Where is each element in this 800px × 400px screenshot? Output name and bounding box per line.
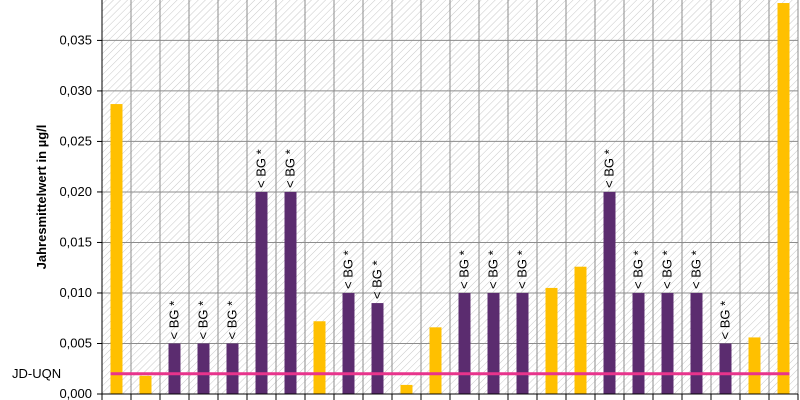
bar [342,292,355,394]
bar-label: < BG * [167,301,182,340]
bar [777,3,790,395]
bar-label: < BG * [689,250,704,289]
bar-label: < BG * [515,250,530,289]
bar [284,191,297,394]
bar [632,292,645,394]
bar [110,104,123,395]
bar-label: < BG * [254,149,269,188]
bar [516,292,529,394]
bars [110,3,790,395]
bar [429,327,442,394]
bar-label: < BG * [283,149,298,188]
bar [487,292,500,394]
bar-labels: < BG * < BG * < BG * < BG * < BG * < BG * < BG… [167,149,733,339]
bar [748,337,761,394]
bar [545,287,558,394]
bar-label: < BG * [631,250,646,289]
y-tick-label: 0,000 [59,386,92,400]
bar [371,303,384,394]
bar [719,343,732,394]
bar [458,292,471,394]
bar [139,375,152,394]
y-tick-label: 0,030 [59,83,92,98]
bar [226,343,239,394]
bar [690,292,703,394]
bar-label: < BG * [370,260,385,299]
y-axis-title: Jahresmittelwert in µg/l [34,125,49,270]
y-tick-label: 0,015 [59,234,92,249]
bar [574,266,587,394]
bar-label: < BG * [341,250,356,289]
bar [400,384,413,394]
bar [168,343,181,394]
y-tick-label: 0,035 [59,32,92,47]
bar-label: < BG * [486,250,501,289]
bar-label: < BG * [660,250,675,289]
bar [603,191,616,394]
bar [255,191,268,394]
bar-label: < BG * [457,250,472,289]
bar [197,343,210,394]
y-tick-label: 0,005 [59,335,92,350]
y-tick-label: 0,020 [59,184,92,199]
bar-label: < BG * [196,301,211,340]
y-tick-label: 0,025 [59,133,92,148]
bar-label: < BG * [718,301,733,340]
reference-line-label: JD-UQN [12,366,61,381]
y-axis: 0,000 0,005 0,010 0,015 0,020 0,025 0,030 0,035 [59,0,799,400]
bar [313,321,326,394]
bar-label: < BG * [602,149,617,188]
bar-label: < BG * [225,301,240,340]
bar [661,292,674,394]
y-tick-label: 0,010 [59,285,92,300]
